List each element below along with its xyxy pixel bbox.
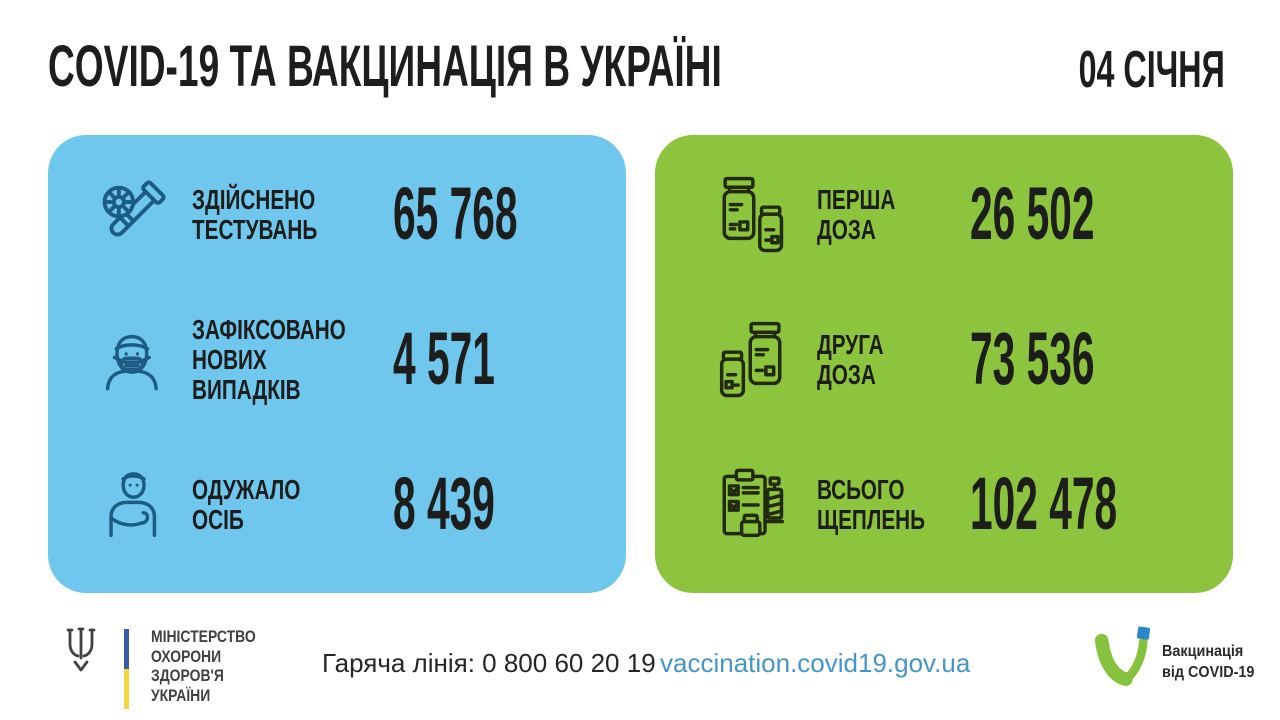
ministry-logo: МІНІСТЕРСТВО ОХОРОНИ ЗДОРОВ'Я УКРАЇНИ xyxy=(62,620,279,709)
flag-bar xyxy=(124,629,129,709)
stat-label-new-cases: ЗАФІКСОВАНО НОВИХ ВИПАДКІВ xyxy=(192,314,346,405)
clipboard-syringe-icon xyxy=(713,455,791,555)
stat-value-tests: 65 768 xyxy=(393,171,518,255)
page-title: COVID-19 ТА ВАКЦИНАЦІЯ В УКРАЇНІ xyxy=(48,34,722,99)
vaccine-vials-icon xyxy=(713,310,791,410)
vaccination-campaign-logo: Вакцинація від COVID-19 xyxy=(1094,624,1265,695)
vaccination-logo-label: Вакцинація від COVID-19 xyxy=(1162,643,1255,681)
stat-value-first-dose: 26 502 xyxy=(970,171,1095,255)
masked-person-icon xyxy=(92,310,170,410)
vaccine-vial-icon xyxy=(713,165,791,265)
stat-value-total-vaccinations: 102 478 xyxy=(970,461,1118,545)
stat-label-first-dose: ПЕРША ДОЗА xyxy=(817,184,896,245)
covid-stats-card: ЗДІЙСНЕНО ТЕСТУВАНЬ 65 768 xyxy=(48,135,626,593)
first-dose-row: ПЕРША ДОЗА 26 502 xyxy=(655,160,1233,270)
hotline-label: Гаряча лінія: 0 800 60 20 19 xyxy=(322,648,656,678)
stat-value-second-dose: 73 536 xyxy=(970,316,1095,400)
test-tube-icon xyxy=(92,165,170,265)
recovered-row: ОДУЖАЛО ОСІБ 8 439 xyxy=(48,450,626,560)
stat-label-recovered: ОДУЖАЛО ОСІБ xyxy=(192,474,301,535)
ministry-name: МІНІСТЕРСТВО ОХОРОНИ ЗДОРОВ'Я УКРАЇНИ xyxy=(151,627,256,705)
stat-value-recovered: 8 439 xyxy=(393,461,495,545)
v-checkmark-icon xyxy=(1094,624,1152,695)
new-cases-row: ЗАФІКСОВАНО НОВИХ ВИПАДКІВ 4 571 xyxy=(48,305,626,415)
stat-label-second-dose: ДРУГА ДОЗА xyxy=(817,329,884,390)
vaccination-url-link[interactable]: vaccination.covid19.gov.ua xyxy=(660,648,971,678)
vaccination-stats-card: ПЕРША ДОЗА 26 502 xyxy=(655,135,1233,593)
trident-icon xyxy=(62,626,100,679)
tests-row: ЗДІЙСНЕНО ТЕСТУВАНЬ 65 768 xyxy=(48,160,626,270)
recovered-person-icon xyxy=(92,455,170,555)
second-dose-row: ДРУГА ДОЗА 73 536 xyxy=(655,305,1233,415)
date-label: 04 СІЧНЯ xyxy=(1078,41,1225,99)
stat-label-tests: ЗДІЙСНЕНО ТЕСТУВАНЬ xyxy=(192,184,318,245)
stat-label-total-vaccinations: ВСЬОГО ЩЕПЛЕНЬ xyxy=(817,474,926,535)
total-vaccinations-row: ВСЬОГО ЩЕПЛЕНЬ 102 478 xyxy=(655,450,1233,560)
stat-value-new-cases: 4 571 xyxy=(393,316,495,400)
